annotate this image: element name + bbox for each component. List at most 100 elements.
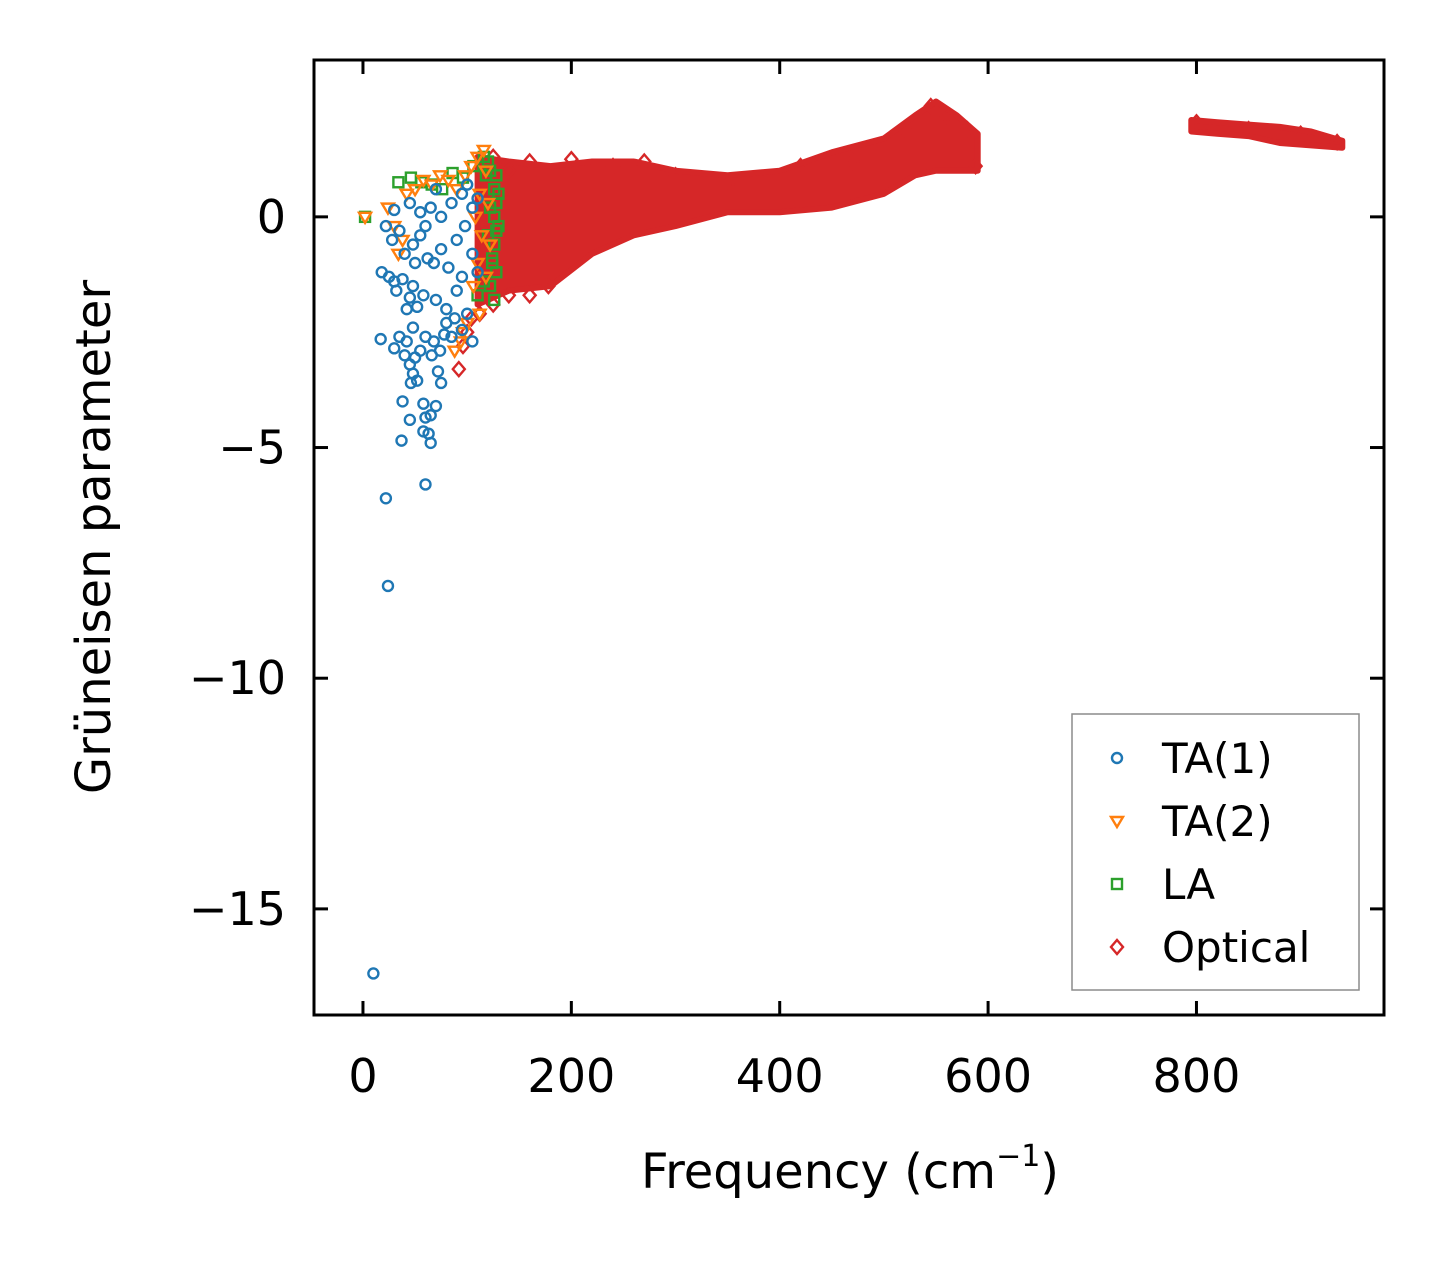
optical-band <box>474 98 981 308</box>
data-point-ta-1 <box>445 196 458 210</box>
data-point-optical <box>897 120 913 139</box>
data-point-ta-2 <box>481 239 499 253</box>
data-point-optical <box>667 166 684 185</box>
data-point-ta-1 <box>400 302 413 316</box>
data-point-ta-2 <box>394 234 411 249</box>
data-point-ta-1 <box>471 192 484 205</box>
legend-label-ta-2: TA(2) <box>1161 797 1273 846</box>
data-point-ta-1 <box>450 284 463 297</box>
data-point-ta-1 <box>406 321 420 334</box>
data-point-ta-1 <box>438 328 451 341</box>
data-point-ta-1 <box>442 261 455 274</box>
data-point-ta-2 <box>456 170 474 184</box>
data-point-ta-1 <box>460 307 474 320</box>
data-point-ta-2 <box>423 179 440 193</box>
data-point-ta-1 <box>398 247 411 260</box>
legend-item-ta-1: TA(1) <box>1110 734 1273 783</box>
data-point-ta-1 <box>395 434 408 447</box>
data-point-ta-2 <box>471 308 488 323</box>
data-point-ta-2 <box>477 165 495 180</box>
data-point-ta-1 <box>450 233 463 247</box>
data-point-ta-1 <box>408 256 422 270</box>
data-point-ta-1 <box>385 233 399 247</box>
data-point-ta-1 <box>374 332 387 346</box>
data-point-ta-1 <box>417 425 430 438</box>
data-point-la <box>483 201 497 214</box>
data-point-optical <box>540 277 557 295</box>
data-point-ta-2 <box>440 174 457 189</box>
data-point-ta-1 <box>393 224 406 237</box>
data-point-ta-1 <box>410 300 424 314</box>
legend-marker-ta-2 <box>1108 815 1126 830</box>
data-point-ta-1 <box>406 279 420 293</box>
data-layer <box>356 97 1346 980</box>
data-point-optical <box>845 152 861 171</box>
legend-label-la: LA <box>1162 860 1215 909</box>
data-point-ta-1 <box>414 344 427 357</box>
data-point-ta-2 <box>465 280 482 295</box>
data-point-ta-1 <box>403 413 417 427</box>
data-point-ta-1 <box>427 335 441 348</box>
data-point-la <box>404 171 418 184</box>
data-point-ta-1 <box>388 342 401 355</box>
y-tick-labels: 0 −5 −10 −15 <box>189 190 286 936</box>
data-point-ta-2 <box>469 257 486 272</box>
data-point-optical <box>923 97 939 115</box>
data-point-ta-2 <box>452 336 470 350</box>
data-point-optical <box>522 286 538 305</box>
data-point-ta-1 <box>414 206 427 219</box>
x-tick-label: 600 <box>944 1049 1032 1103</box>
data-point-la <box>492 187 505 200</box>
data-point-ta-2 <box>471 188 488 203</box>
legend-item-optical: Optical <box>1109 923 1310 972</box>
data-point-optical <box>501 286 517 305</box>
tick-marks <box>314 60 1384 1015</box>
data-point-la <box>485 256 499 270</box>
legend-item-la: LA <box>1110 860 1215 909</box>
data-point-ta-1 <box>466 335 479 348</box>
legend-label-ta-1: TA(1) <box>1161 734 1273 783</box>
data-point-ta-1 <box>398 349 411 362</box>
optical-band <box>1188 117 1346 151</box>
x-axis-label-exponent: −1 <box>996 1139 1040 1174</box>
data-point-ta-2 <box>379 202 397 216</box>
x-tick-label: 200 <box>527 1049 615 1103</box>
y-tick-label: −15 <box>189 882 286 936</box>
y-tick-label: 0 <box>257 190 286 244</box>
data-point-la <box>392 176 405 189</box>
data-point-ta-1 <box>406 238 420 251</box>
data-point-ta-2 <box>356 211 374 226</box>
data-point-ta-1 <box>466 201 479 214</box>
data-point-ta-1 <box>367 967 380 980</box>
data-point-ta-1 <box>388 203 401 217</box>
data-point-ta-1 <box>396 395 409 408</box>
data-point-ta-1 <box>381 579 395 593</box>
data-point-ta-1 <box>458 219 472 233</box>
data-point-optical <box>1293 124 1309 143</box>
data-point-ta-1 <box>379 219 393 233</box>
data-point-ta-1 <box>455 270 469 284</box>
data-point-optical <box>563 150 579 169</box>
series-ta-1 <box>367 178 484 980</box>
data-point-ta-1 <box>396 272 409 286</box>
data-point-ta-1 <box>417 397 430 410</box>
data-point-ta-1 <box>429 293 443 307</box>
data-point-ta-1 <box>419 478 432 491</box>
data-point-ta-2 <box>406 183 424 198</box>
x-tick-label: 0 <box>348 1049 377 1103</box>
legend-item-ta-2: TA(2) <box>1108 797 1273 846</box>
data-point-ta-1 <box>403 196 417 210</box>
legend: TA(1) TA(2) LA Optical <box>1071 713 1360 991</box>
data-point-ta-1 <box>424 409 437 422</box>
data-point-ta-1 <box>429 399 443 413</box>
data-point-ta-1 <box>440 302 453 316</box>
data-point-ta-1 <box>460 178 474 191</box>
data-point-optical <box>959 120 975 139</box>
data-point-ta-1 <box>471 266 484 279</box>
data-point-ta-2 <box>390 248 407 263</box>
data-point-la <box>471 289 484 302</box>
y-tick-label: −10 <box>189 651 286 705</box>
data-point-ta-1 <box>434 376 448 390</box>
